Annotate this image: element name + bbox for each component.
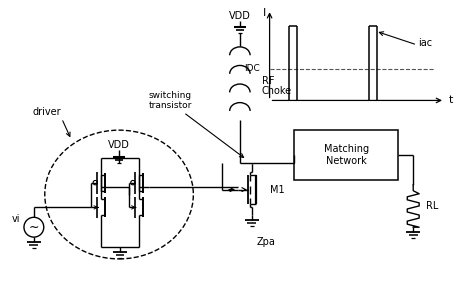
Text: M1: M1 [270,184,284,195]
Text: IDC: IDC [244,64,260,73]
Text: VDD: VDD [229,11,251,21]
Text: I: I [263,8,266,18]
Text: ∼: ∼ [29,221,39,234]
Text: t: t [449,95,453,105]
Text: switching: switching [149,91,192,100]
Text: RL: RL [426,201,439,211]
Text: VDD: VDD [108,140,130,150]
Bar [294,130,399,180]
Text: Zpa: Zpa [257,237,276,247]
Text: RF: RF [262,76,274,86]
Text: Choke: Choke [262,86,292,95]
Text: iac: iac [418,38,432,48]
Text: vi: vi [11,214,20,224]
Text: driver: driver [32,107,61,117]
Text: Matching
Network: Matching Network [324,144,369,166]
Text: transistor: transistor [149,101,192,110]
